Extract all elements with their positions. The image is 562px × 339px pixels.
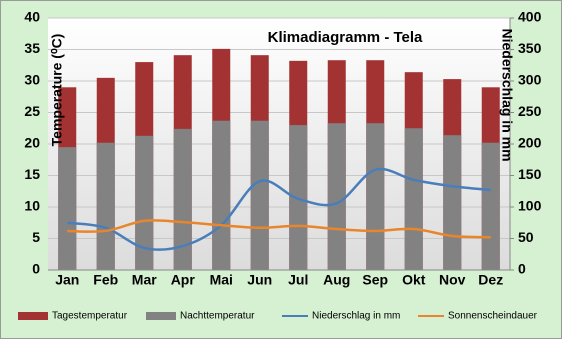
bar [250, 120, 269, 270]
x-tick-label: Mai [210, 272, 233, 288]
legend-swatch [146, 312, 176, 320]
y-tick-label: 30 [24, 72, 40, 88]
line [67, 219, 491, 239]
y2-tick-label: 50 [518, 229, 534, 245]
y2-tick-label: 100 [518, 198, 542, 214]
y-tick-label: 35 [24, 40, 40, 56]
y2-tick-label: 400 [518, 9, 542, 25]
legend-label: Tagestemperatur [52, 311, 128, 322]
y2-tick-label: 300 [518, 72, 542, 88]
x-tick-label: Mar [132, 272, 157, 288]
legend-swatch [18, 312, 48, 320]
bar [212, 120, 231, 270]
y2-tick-label: 350 [518, 40, 542, 56]
y-tick-label: 20 [24, 135, 40, 151]
legend-label: Nachttemperatur [180, 311, 255, 322]
x-tick-label: Apr [171, 272, 196, 288]
y-axis-title: Temperature (⁰C) [49, 34, 65, 147]
x-tick-label: Sep [362, 272, 388, 288]
y-tick-label: 0 [32, 261, 40, 277]
x-tick-label: Nov [439, 272, 466, 288]
bar [135, 135, 154, 270]
x-tick-label: Aug [323, 272, 350, 288]
bar [404, 128, 423, 270]
y2-tick-label: 250 [518, 103, 542, 119]
y-tick-label: 5 [32, 229, 40, 245]
y2-axis-title: Niederschlag in mm [499, 28, 515, 161]
bar [327, 123, 346, 271]
bar [96, 142, 115, 270]
chart-title: Klimadiagramm - Tela [268, 29, 423, 46]
y2-tick-label: 150 [518, 166, 542, 182]
bar [173, 128, 192, 270]
x-tick-label: Feb [93, 272, 118, 288]
y-tick-label: 25 [24, 103, 40, 119]
y-tick-label: 10 [24, 198, 40, 214]
x-tick-label: Jul [288, 272, 308, 288]
y-tick-label: 15 [24, 166, 40, 182]
x-tick-label: Okt [402, 272, 426, 288]
y2-tick-label: 200 [518, 135, 542, 151]
y-tick-label: 40 [24, 9, 40, 25]
x-tick-label: Dez [478, 272, 503, 288]
bar [366, 123, 385, 271]
bar [481, 142, 500, 270]
x-tick-label: Jan [55, 272, 79, 288]
legend-label: Sonnenscheindauer [448, 311, 538, 322]
bar [443, 135, 462, 270]
line [67, 167, 491, 251]
y2-tick-label: 0 [518, 261, 526, 277]
x-tick-label: Jun [247, 272, 272, 288]
bar [58, 147, 77, 270]
legend-label: Niederschlag in mm [312, 311, 400, 322]
